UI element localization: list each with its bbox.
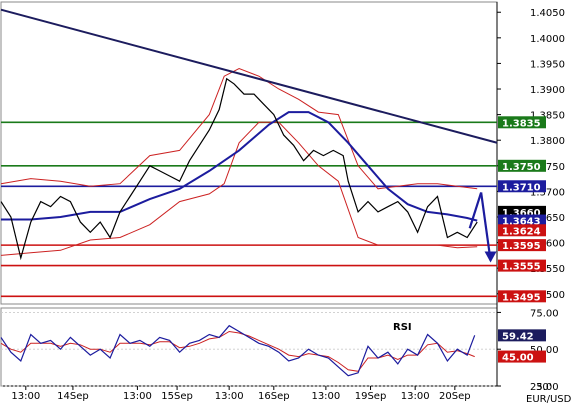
level-label: 1.3835 bbox=[502, 118, 541, 129]
rsi-value-box bbox=[498, 329, 546, 342]
level-label: 1.3555 bbox=[502, 262, 541, 273]
level-label-box bbox=[498, 159, 546, 172]
price-tick-label: 1.4050 bbox=[530, 8, 565, 19]
time-tick-label: 13:00 bbox=[123, 391, 152, 402]
rsi-tick-label: 75.00 bbox=[530, 308, 559, 319]
price-tick-label: 1.3650 bbox=[530, 213, 565, 224]
time-tick-label: 13:00 bbox=[311, 391, 340, 402]
indicator-label: 1.3624 bbox=[502, 226, 541, 237]
trendline bbox=[0, 8, 498, 144]
rsi-label: RSI bbox=[393, 322, 412, 333]
price-tick-label: 1.3550 bbox=[530, 264, 565, 275]
projection-segment bbox=[480, 192, 492, 261]
projection-arrowhead bbox=[484, 251, 497, 263]
level-label-box bbox=[498, 239, 546, 252]
indicator-label-box bbox=[498, 224, 546, 237]
rsi-signal-box bbox=[498, 350, 546, 363]
indicator-label-box bbox=[498, 214, 546, 227]
price-tick-label: 1.3850 bbox=[530, 111, 565, 122]
price-panel-frame bbox=[0, 1, 498, 305]
rsi-tick-label: 25.00 bbox=[530, 382, 559, 393]
rsi-value-label: 59.42 bbox=[502, 331, 534, 342]
price-tick-label: 1.3700 bbox=[530, 187, 565, 198]
indicator-label: 1.3643 bbox=[502, 217, 541, 228]
rsi-panel-frame bbox=[0, 307, 498, 387]
level-label-box bbox=[498, 290, 546, 303]
level-label-box bbox=[498, 180, 546, 193]
lower-band-line bbox=[0, 121, 478, 256]
rsi-signal-line bbox=[0, 330, 475, 372]
price-tick-label: 1.3750 bbox=[530, 162, 565, 173]
price-tick-label: 1.3500 bbox=[530, 290, 565, 301]
time-tick-label: 15Sep bbox=[161, 391, 193, 402]
level-label: 1.3710 bbox=[502, 182, 541, 193]
level-label: 1.3495 bbox=[502, 292, 541, 303]
level-label-box bbox=[498, 116, 546, 129]
level-label: 1.3595 bbox=[502, 241, 541, 252]
rsi-line bbox=[0, 324, 476, 377]
upper-band-line bbox=[0, 67, 478, 190]
instrument-label: EUR/USD bbox=[526, 394, 572, 405]
time-tick-label: 13:00 bbox=[215, 391, 244, 402]
time-tick-label: 19Sep bbox=[355, 391, 387, 402]
rsi-signal-label: 45.00 bbox=[502, 353, 534, 364]
price-tick-label: 1.4000 bbox=[530, 34, 565, 45]
price-tick-label: 1.3600 bbox=[530, 239, 565, 250]
time-tick-label: 13:00 bbox=[401, 391, 430, 402]
price-tick-label: 1.3900 bbox=[530, 85, 565, 96]
timeframe-label: 30' bbox=[536, 382, 551, 393]
time-tick-label: 20Sep bbox=[439, 391, 471, 402]
indicator-label: 1.3660 bbox=[502, 208, 541, 219]
time-tick-label: 13:00 bbox=[11, 391, 40, 402]
level-label: 1.3750 bbox=[502, 162, 541, 173]
level-label-box bbox=[498, 259, 546, 272]
time-tick-label: 14Sep bbox=[57, 391, 89, 402]
price-tick-label: 1.3800 bbox=[530, 136, 565, 147]
moving-average-line bbox=[1, 111, 478, 222]
price-tick-label: 1.3950 bbox=[530, 59, 565, 70]
time-tick-label: 16Sep bbox=[258, 391, 290, 402]
projection-segment bbox=[468, 192, 483, 229]
price-line bbox=[0, 77, 478, 261]
